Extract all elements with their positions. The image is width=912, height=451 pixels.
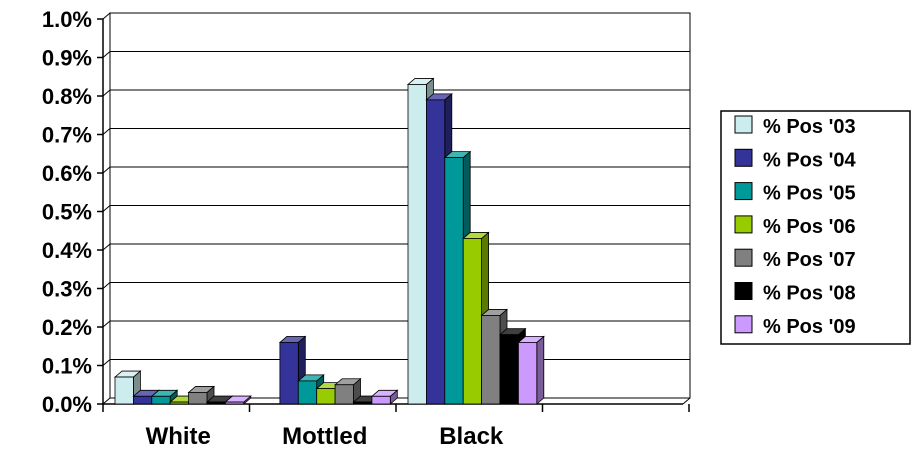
gridline-side <box>102 397 111 405</box>
legend-label: % Pos '09 <box>763 316 856 338</box>
bar <box>150 389 179 405</box>
y-tick-label: 1.0% <box>42 7 92 32</box>
legend-swatch <box>734 115 753 134</box>
y-tick-label: 0.7% <box>42 123 92 148</box>
bar <box>224 395 252 405</box>
gridline-side <box>102 51 111 58</box>
legend-item: % Pos '08 <box>734 282 856 305</box>
legend-item: % Pos '07 <box>734 248 856 271</box>
bar <box>370 389 399 405</box>
legend-swatch <box>734 315 753 334</box>
legend-swatch <box>734 148 753 167</box>
gridline-side <box>102 243 111 251</box>
legend-swatch <box>734 182 753 201</box>
gridlines <box>102 12 691 405</box>
bar <box>113 370 142 405</box>
floor-edge <box>682 397 691 405</box>
y-tick-label: 0.6% <box>42 161 92 186</box>
legend-swatch <box>734 248 753 267</box>
y-tick-label: 0.3% <box>42 277 92 302</box>
x-category-label: Mottled <box>282 423 367 450</box>
x-category-label: Black <box>439 423 504 450</box>
x-axis-categories: White Mottled Black <box>102 404 690 450</box>
y-tick-label: 0.4% <box>42 238 92 263</box>
legend-item: % Pos '04 <box>734 148 856 171</box>
y-tick-label: 0.9% <box>42 46 92 71</box>
y-tick-label: 0.2% <box>42 315 92 340</box>
bar <box>334 377 362 405</box>
gridline-side <box>102 166 111 174</box>
legend: % Pos '03 % Pos '04 % Pos '05 % Pos '06 % Po… <box>720 110 911 345</box>
legend-label: % Pos '05 <box>763 183 856 205</box>
legend-item: % Pos '05 <box>734 182 856 205</box>
gridline-side <box>102 205 111 212</box>
bar <box>517 335 545 405</box>
y-tick-label: 0.8% <box>42 84 92 109</box>
x-category-label: White <box>146 423 211 450</box>
legend-label: % Pos '03 <box>763 116 856 138</box>
legend-label: % Pos '07 <box>763 249 856 271</box>
legend-label: % Pos '08 <box>763 283 856 305</box>
y-tick-label: 0.1% <box>42 354 92 379</box>
legend-item: % Pos '06 <box>734 215 856 238</box>
legend-item: % Pos '03 <box>734 115 856 138</box>
legend-item: % Pos '09 <box>734 315 856 338</box>
gridline-side <box>102 12 111 20</box>
y-tick-label: 0.0% <box>42 392 92 417</box>
gridline-side <box>102 128 111 135</box>
y-tick-label: 0.5% <box>42 200 92 225</box>
gridline-side <box>102 320 111 328</box>
legend-swatch <box>734 215 753 234</box>
gridline-side <box>102 359 111 366</box>
bars <box>113 77 545 405</box>
legend-label: % Pos '06 <box>763 216 856 238</box>
legend-label: % Pos '04 <box>763 149 856 171</box>
gridline-side <box>102 282 111 289</box>
legend-swatch <box>734 282 753 300</box>
gridline-side <box>102 89 111 97</box>
y-axis-ticks: 0.0% 0.1% 0.2% 0.3% 0.4% 0.5% 0.6% 0.7% 0.8% 0.9%… <box>42 7 103 417</box>
